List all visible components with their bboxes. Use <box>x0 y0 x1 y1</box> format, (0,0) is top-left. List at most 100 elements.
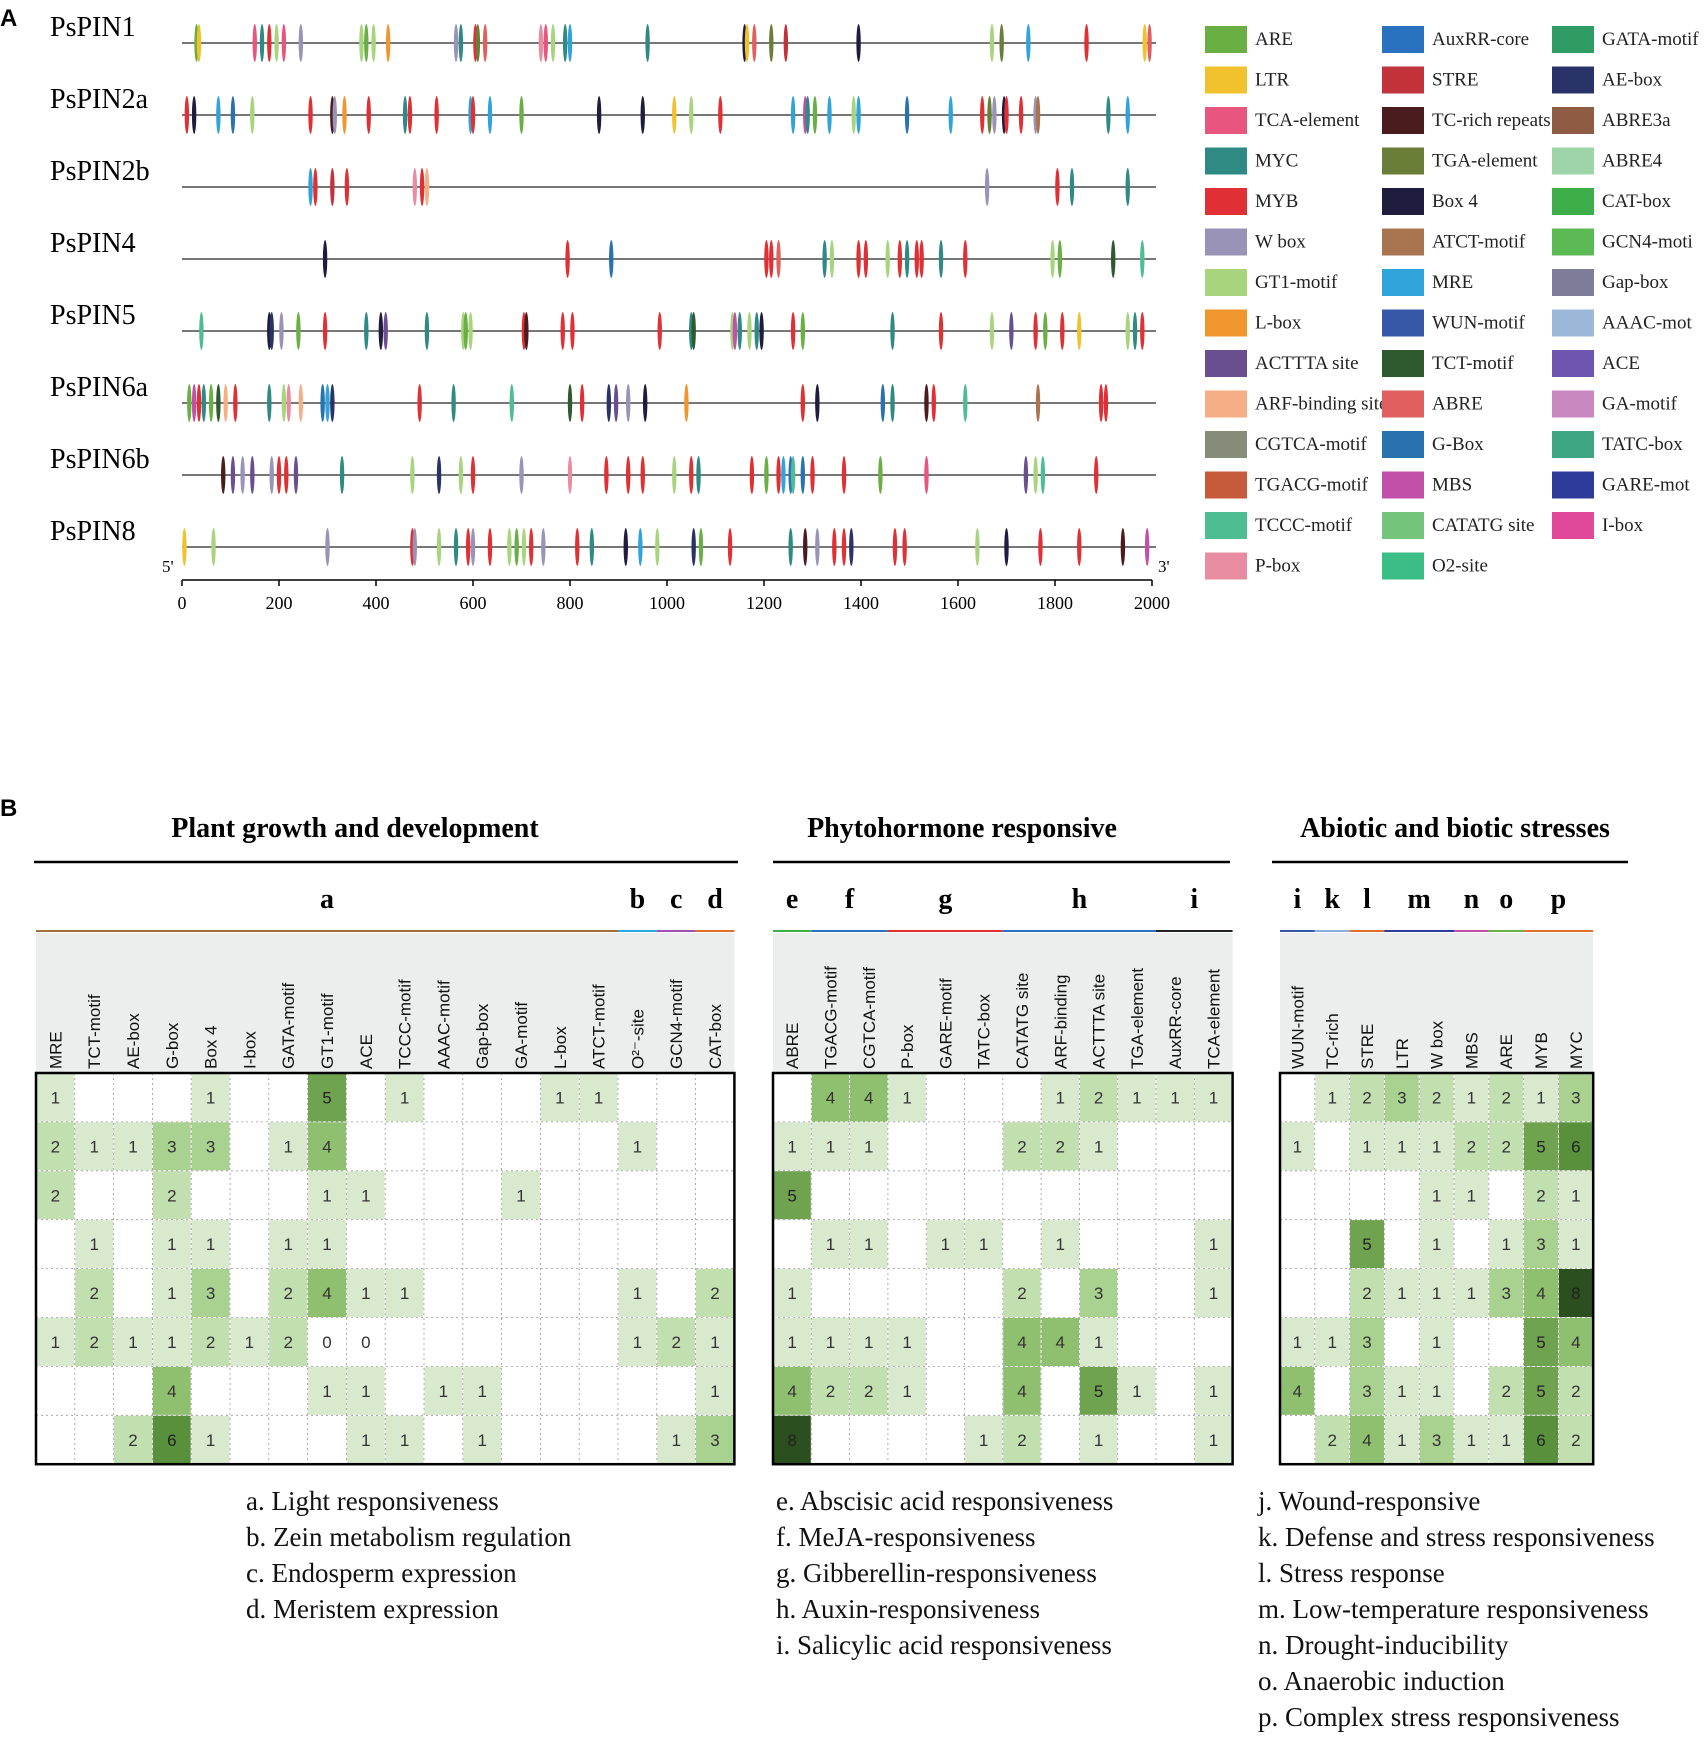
motif-mark <box>890 384 895 422</box>
cell-value: 5 <box>1536 1333 1545 1352</box>
motif-mark <box>696 456 701 494</box>
motif-mark <box>269 456 274 494</box>
heatmap-cell <box>887 1414 927 1465</box>
heatmap-cell <box>887 1121 927 1172</box>
cell-value: 1 <box>167 1235 176 1254</box>
cell-value: 1 <box>787 1333 796 1352</box>
heatmap-cell <box>887 1366 927 1416</box>
column-header: ARE <box>1497 1034 1516 1069</box>
heatmap-cell <box>925 1072 965 1123</box>
motif-mark <box>1111 240 1116 278</box>
motif-mark <box>754 312 759 350</box>
motif-mark <box>642 384 648 422</box>
cell-value: 1 <box>361 1382 370 1401</box>
cell-value: 3 <box>710 1431 719 1450</box>
legend-swatch <box>1552 512 1594 539</box>
heatmap-cell <box>1523 1366 1559 1416</box>
motif-mark <box>781 456 786 494</box>
heatmap-cell <box>1453 1072 1490 1123</box>
heatmap-cell <box>1079 1268 1119 1318</box>
heatmap-cell <box>1349 1268 1385 1318</box>
legend-label: CAT-box <box>1602 191 1671 212</box>
motif-mark <box>1069 168 1075 206</box>
motif-mark <box>815 528 820 566</box>
motif-mark <box>613 384 619 422</box>
column-header: Box 4 <box>202 1026 221 1069</box>
column-header: I-box <box>240 1031 259 1069</box>
legend-swatch <box>1205 26 1247 53</box>
motif-mark <box>897 240 902 278</box>
legend-swatch <box>1382 66 1424 94</box>
heatmap-cell <box>1558 1268 1594 1318</box>
motif-mark <box>645 24 650 62</box>
heatmap-cell <box>1079 1414 1119 1465</box>
cell-value: 2 <box>1094 1088 1103 1107</box>
motif-mark <box>948 96 953 134</box>
cell-value: 1 <box>1432 1235 1441 1254</box>
motif-mark <box>640 456 645 494</box>
heatmap-cell <box>74 1072 115 1123</box>
motif-mark <box>252 24 257 62</box>
column-header: GA-motif <box>512 1002 531 1069</box>
motif-mark <box>698 528 704 566</box>
motif-mark <box>1142 24 1147 62</box>
cell-value: 2 <box>1432 1088 1441 1107</box>
footnote: f. MeJA-responsiveness <box>776 1522 1035 1552</box>
column-header: TCT-motif <box>85 994 104 1069</box>
legend-swatch <box>1382 471 1424 499</box>
motif-mark <box>689 456 694 494</box>
cell-value: 1 <box>283 1137 292 1156</box>
legend-label: GT1-motif <box>1255 272 1338 293</box>
column-header: TCCC-motif <box>396 979 415 1069</box>
motif-mark <box>463 312 468 350</box>
motif-mark <box>1144 528 1150 566</box>
legend-swatch <box>1382 552 1424 580</box>
cell-value: 5 <box>1536 1382 1545 1401</box>
motif-mark <box>470 528 476 566</box>
motif-mark <box>596 96 602 134</box>
motif-mark <box>436 528 442 566</box>
heatmap-cell <box>1384 1219 1420 1270</box>
motif-mark <box>684 384 689 422</box>
motif-mark <box>286 384 291 422</box>
heatmap-cell <box>1040 1121 1080 1172</box>
heatmap-cell <box>501 1268 541 1318</box>
motif-mark <box>216 96 221 134</box>
heatmap-cell <box>35 1121 76 1172</box>
heatmap-cell <box>656 1170 696 1221</box>
cell-value: 2 <box>710 1284 719 1303</box>
heatmap-cell <box>1453 1366 1490 1416</box>
heatmap-cell <box>578 1072 619 1123</box>
cell-value: 3 <box>206 1137 215 1156</box>
x-tick-label: 600 <box>460 593 487 613</box>
heatmap-cell <box>1279 1121 1316 1172</box>
legend-swatch <box>1552 147 1594 175</box>
cell-value: 1 <box>941 1235 950 1254</box>
footnote: c. Endosperm expression <box>246 1558 517 1588</box>
heatmap-cell <box>656 1317 696 1367</box>
motif-mark <box>196 384 202 422</box>
heatmap-cell <box>35 1219 76 1270</box>
heatmap-cell <box>1117 1170 1157 1221</box>
motif-mark <box>1147 24 1152 62</box>
column-header: AuxRR-core <box>1166 976 1185 1069</box>
heatmap-cell <box>1314 1268 1351 1318</box>
motif-mark <box>776 240 781 278</box>
heatmap-cell <box>1040 1414 1080 1465</box>
legend-label: ABRE <box>1432 394 1483 415</box>
heatmap-cell <box>887 1268 927 1318</box>
legend-label: ACE <box>1602 353 1640 374</box>
legend-label: Box 4 <box>1432 191 1478 212</box>
legend-swatch <box>1382 188 1424 215</box>
subgroup-letter: a <box>320 884 334 915</box>
legend-label: WUN-motif <box>1432 313 1526 334</box>
motif-mark <box>320 384 325 422</box>
heatmap-cell <box>1155 1366 1195 1416</box>
heatmap-cell <box>501 1366 541 1416</box>
motif-mark <box>458 456 464 494</box>
cell-value: 1 <box>864 1235 873 1254</box>
heatmap-cell <box>307 1317 347 1367</box>
heatmap-cell <box>617 1072 658 1123</box>
motif-mark <box>364 24 369 62</box>
column-header: TGA-element <box>1128 968 1147 1069</box>
